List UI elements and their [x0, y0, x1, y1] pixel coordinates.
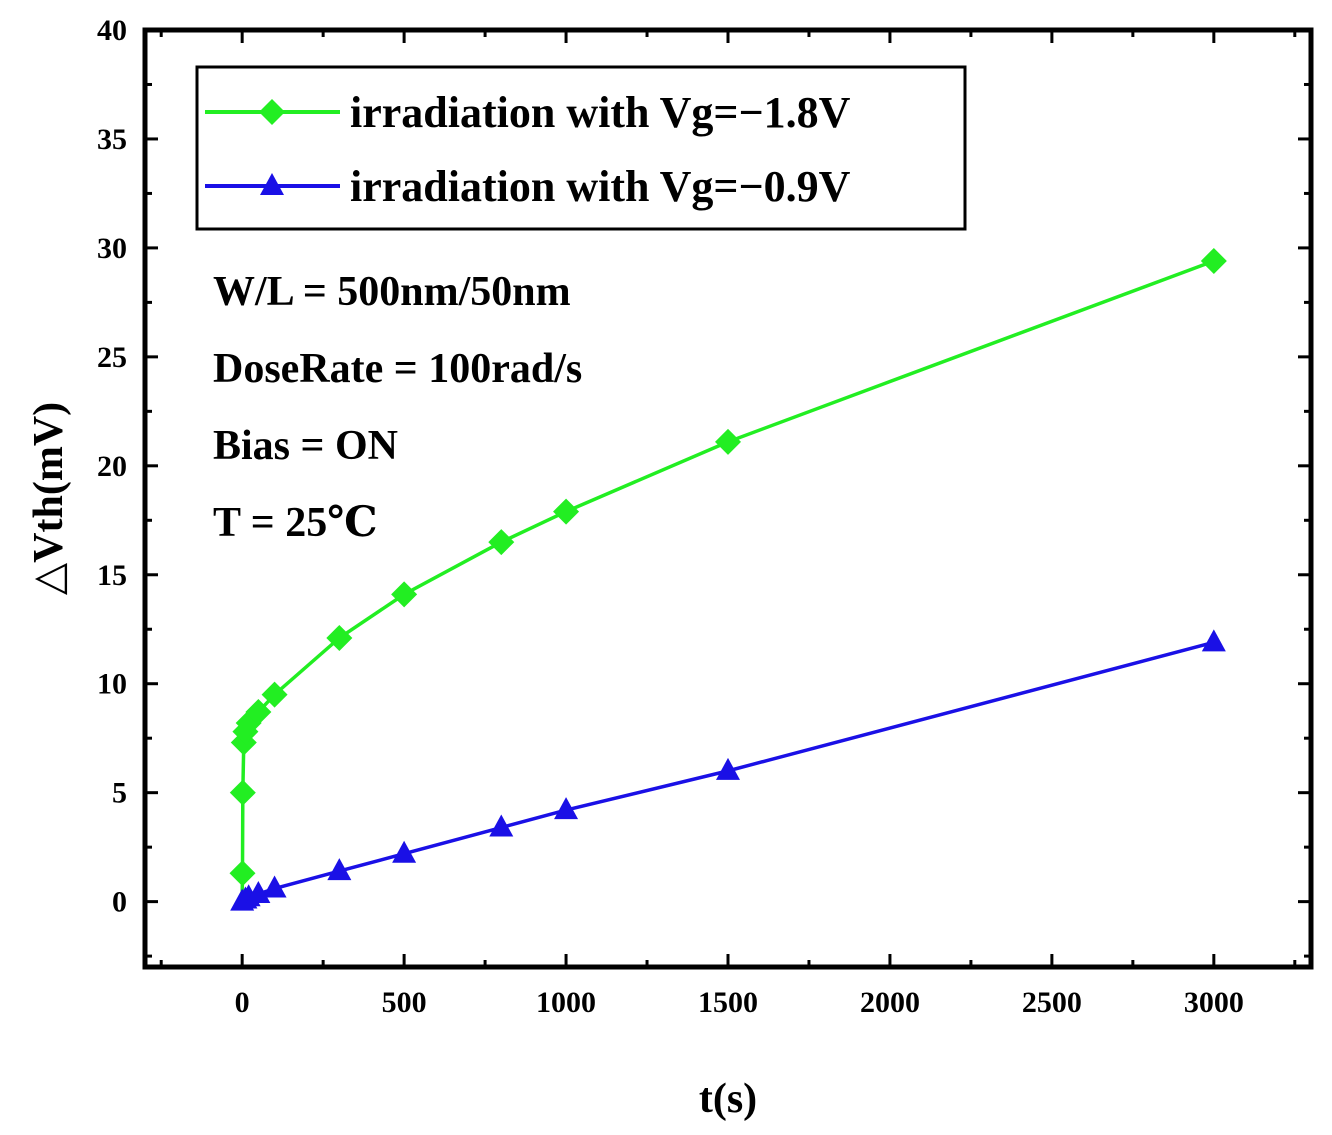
tick-layer: 0 500 1000 1500 2000 2500 3000 0 5 10 15 20 25 30 35 40 — [97, 14, 1311, 1019]
y-tick-label: 25 — [97, 341, 127, 374]
y-tick-label: 5 — [112, 777, 127, 810]
series-2-point — [392, 840, 417, 863]
legend-box — [195, 65, 967, 231]
series-2-point — [327, 858, 352, 881]
x-tick-label: 3000 — [1184, 986, 1244, 1019]
series-2-point — [489, 814, 514, 837]
series-1-point — [391, 581, 418, 608]
y-tick-label: 15 — [97, 559, 127, 592]
series-1-point — [488, 529, 515, 556]
series-1-point — [229, 779, 256, 806]
series-2-point — [262, 875, 287, 898]
series-1-point — [326, 624, 353, 651]
y-tick-label: 40 — [97, 14, 127, 47]
y-axis-title: △Vth(mV) — [26, 402, 72, 595]
y-tick-label: 10 — [97, 668, 127, 701]
annotation-1: W/L = 500nm/50nm — [213, 269, 571, 315]
legend-marker-1 — [259, 99, 285, 125]
series-2-point — [1201, 629, 1226, 652]
plot-frame — [142, 27, 1314, 970]
annotation-4: T = 25℃ — [213, 500, 378, 546]
x-tick-label: 1000 — [536, 986, 596, 1019]
legend: irradiation with Vg=−1.8V irradiation wit… — [195, 65, 967, 231]
y-tick-label: 30 — [97, 232, 127, 265]
annotation-layer: W/L = 500nm/50nm DoseRate = 100rad/s Bias … — [213, 269, 582, 546]
y-tick-label: 35 — [97, 123, 127, 156]
annotation-2: DoseRate = 100rad/s — [213, 346, 582, 392]
y-tick-label: 20 — [97, 450, 127, 483]
x-tick-label: 500 — [382, 986, 427, 1019]
series-1-point — [1200, 247, 1227, 274]
x-tick-label: 1500 — [698, 986, 758, 1019]
x-tick-label: 2000 — [860, 986, 920, 1019]
series-2 — [230, 629, 1226, 911]
x-tick-label: 2500 — [1022, 986, 1082, 1019]
annotation-3: Bias = ON — [213, 423, 398, 469]
series-2-point — [716, 757, 740, 780]
legend-marker-2 — [260, 173, 284, 195]
legend-label-2: irradiation with Vg=−0.9V — [350, 162, 851, 211]
series-1-point — [261, 681, 288, 708]
series-1-point — [553, 498, 580, 525]
series-layer — [229, 247, 1227, 911]
series-1-point — [715, 428, 741, 455]
series-1-point — [229, 860, 256, 887]
x-axis-title: t(s) — [699, 1076, 757, 1122]
x-tick-label: 0 — [235, 986, 250, 1019]
series-2-point — [554, 797, 579, 820]
series-1-point — [245, 699, 272, 726]
y-tick-label: 0 — [112, 886, 127, 919]
series-1 — [229, 247, 1227, 896]
legend-label-1: irradiation with Vg=−1.8V — [350, 88, 851, 137]
